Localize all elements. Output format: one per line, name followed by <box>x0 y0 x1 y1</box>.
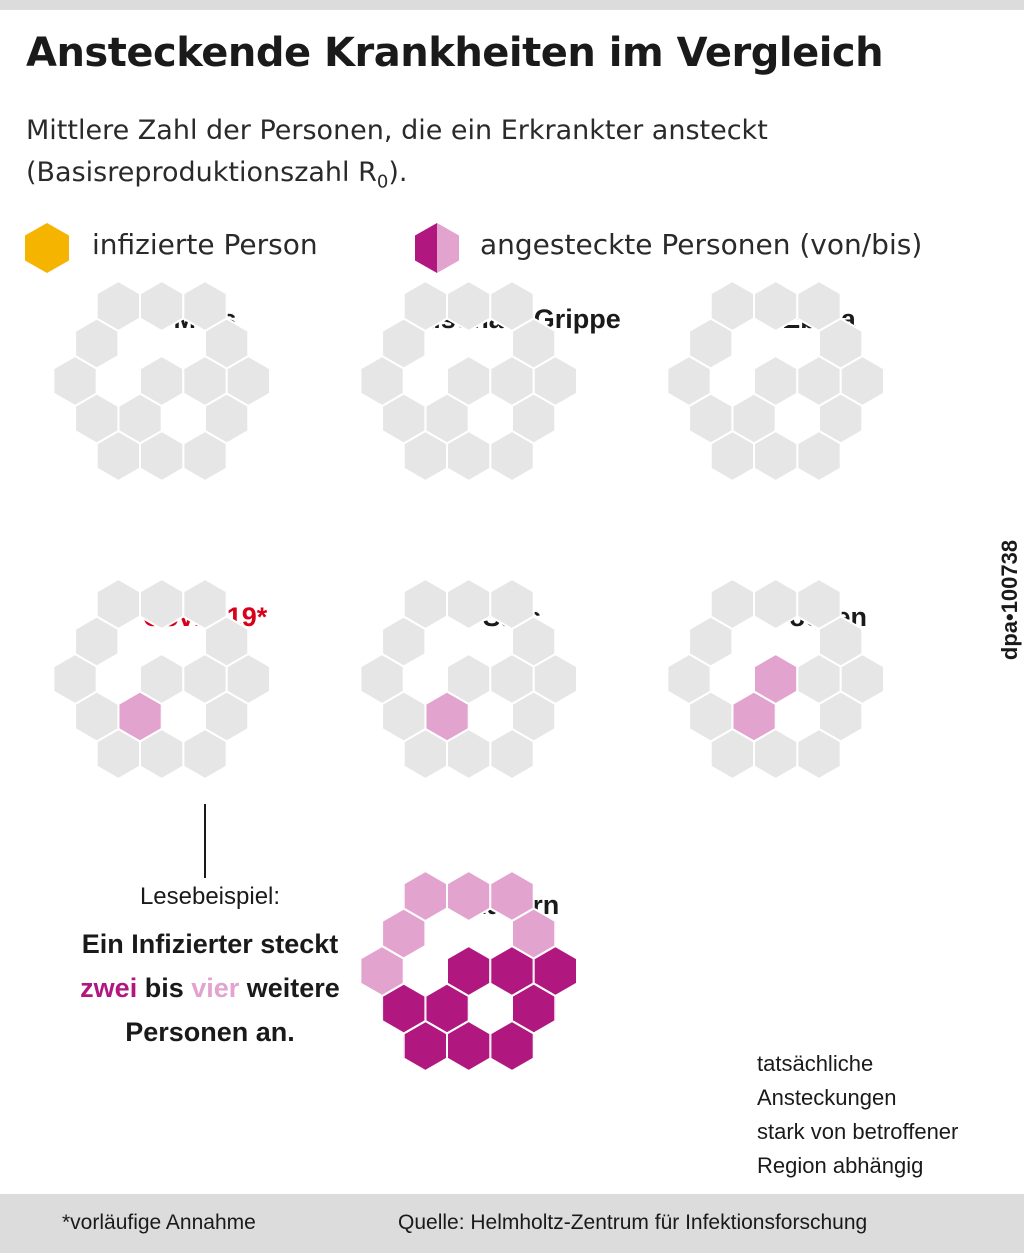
legend-infected-label: infizierte Person <box>92 228 318 261</box>
example-line-3: Personen an. <box>125 1017 295 1047</box>
chart-title: Ansteckende Krankheiten im Vergleich <box>26 30 884 76</box>
panel-saisonale-grippe: saisonale Grippe <box>359 279 621 483</box>
subtitle-line-2: (Basisreproduktionszahl R0). <box>26 152 768 203</box>
possible-infection-hexagon <box>490 871 534 921</box>
legend-infected-swatch <box>25 223 69 273</box>
subtitle-subscript: 0 <box>376 171 389 193</box>
example-word-to: vier <box>191 973 240 1003</box>
footnote: *vorläufige Annahme <box>62 1211 256 1234</box>
example-word-rest: weitere <box>239 973 340 1003</box>
contact-hexagon <box>204 317 250 370</box>
note-line-3: stark von betroffener <box>757 1119 959 1144</box>
subtitle-line-2-text: (Basisreproduktionszahl R <box>26 157 377 188</box>
example-line-1: Ein Infizierter steckt <box>81 929 339 959</box>
contact-hexagon <box>511 317 557 370</box>
certain-infection-hexagon <box>533 946 578 996</box>
certain-infection-hexagon <box>490 946 534 996</box>
top-bar <box>0 0 1024 10</box>
example-label: Lesebeispiel: <box>139 883 281 910</box>
certain-infection-hexagon <box>447 1021 491 1071</box>
hexagon-magenta-pink-split-icon <box>415 223 459 273</box>
source-label: Quelle: Helmholtz-Zentrum für Infektions… <box>398 1211 868 1234</box>
contact-hexagon <box>511 615 557 668</box>
example-word-bis: bis <box>137 973 192 1003</box>
contact-hexagon <box>818 317 864 370</box>
legend-infections-swatch-to <box>437 223 459 273</box>
panel-mers: Mers <box>52 279 271 483</box>
subtitle-line-2-end: ). <box>388 157 408 188</box>
legend-infections-label: angesteckte Personen (von/bis) <box>480 228 923 261</box>
panel-sars: Sars <box>359 577 578 781</box>
possible-infection-hexagon <box>512 908 556 959</box>
contact-hexagon <box>818 615 864 668</box>
example-text: Ein Infizierter steckt zwei bis vier wei… <box>50 922 370 1054</box>
example-line-2: zwei bis vier weitere <box>50 966 370 1010</box>
possible-infection-hexagon <box>425 691 469 742</box>
legend: infizierte Person angesteckte Personen (… <box>24 222 984 273</box>
panel-pocken: Pocken <box>666 577 885 781</box>
credit-label: dpa•100738 <box>997 539 1022 661</box>
note-line-2: Ansteckungen <box>757 1085 897 1110</box>
certain-infection-hexagon <box>490 1021 534 1071</box>
legend-infections-swatch-from <box>415 223 437 273</box>
certain-infection-hexagon <box>512 983 556 1034</box>
possible-infection-hexagon <box>360 946 404 996</box>
note-line-4: Region abhängig <box>757 1153 924 1178</box>
hexagon-orange-icon <box>25 223 69 273</box>
regional-note: tatsächliche Ansteckungen stark von betr… <box>757 1047 958 1183</box>
panel-masern: Masern <box>359 869 578 1073</box>
example-word-from: zwei <box>80 973 138 1003</box>
panel-covid-19: Covid-19* <box>52 577 271 781</box>
subtitle-line-1: Mittlere Zahl der Personen, die ein Erkr… <box>26 115 768 146</box>
panel-ebola: Ebola <box>666 279 885 483</box>
note-line-1: tatsächliche <box>757 1051 874 1076</box>
contact-hexagon <box>204 615 250 668</box>
chart-subtitle: Mittlere Zahl der Personen, die ein Erkr… <box>26 110 768 203</box>
certain-infection-hexagon <box>425 983 469 1034</box>
certain-infection-hexagon <box>382 983 426 1034</box>
certain-infection-hexagon <box>403 1021 448 1071</box>
footer-bar <box>0 1194 1024 1253</box>
